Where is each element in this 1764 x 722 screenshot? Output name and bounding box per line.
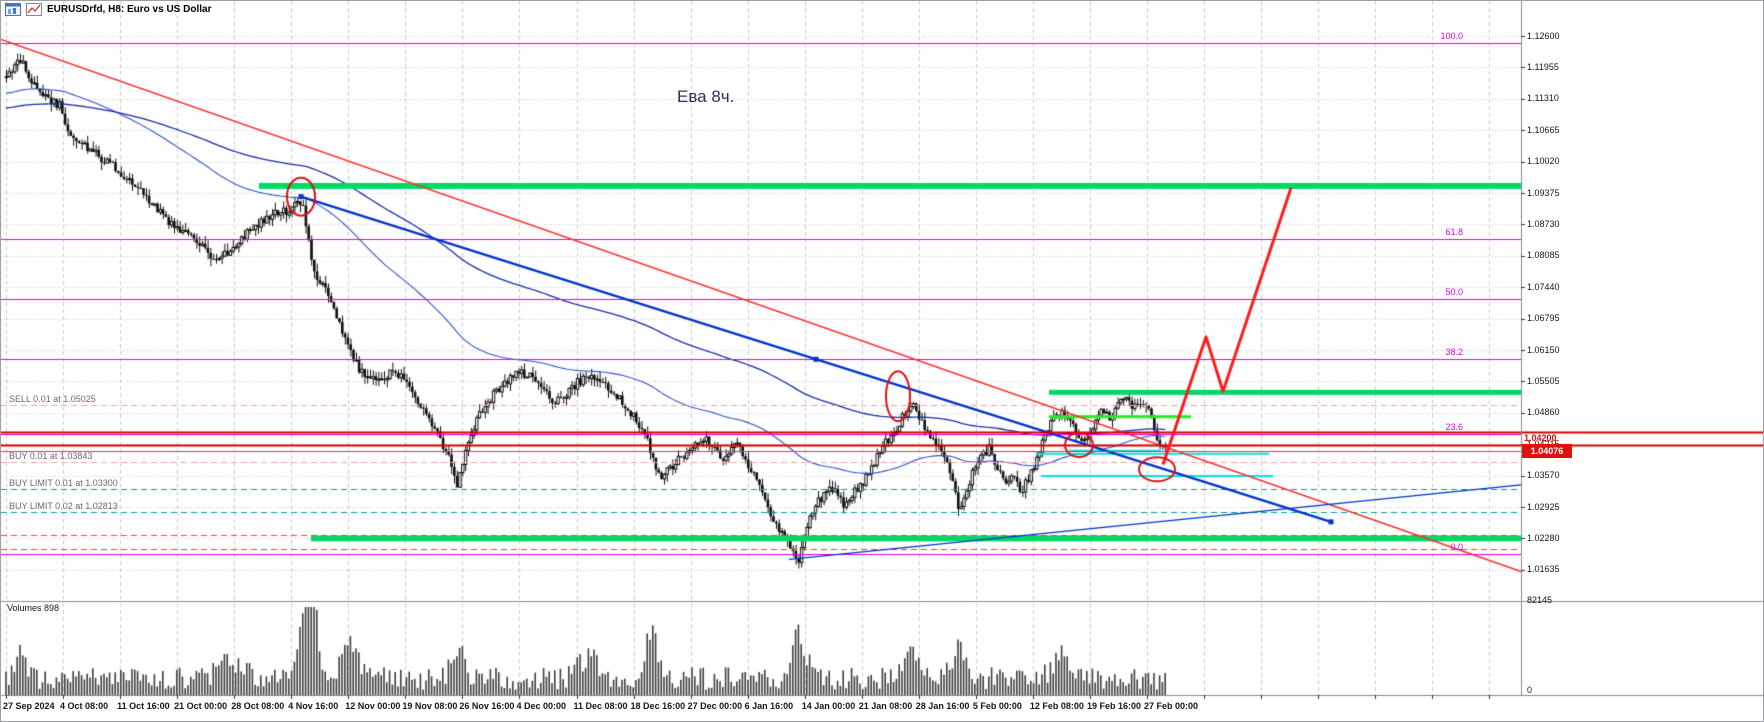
price-tick: 1.11310 bbox=[1527, 93, 1559, 104]
time-label: 11 Dec 08:00 bbox=[573, 701, 628, 711]
price-tick: 1.05505 bbox=[1527, 375, 1560, 386]
volume-scale-max: 82145 bbox=[1527, 595, 1553, 605]
time-label: 27 Dec 00:00 bbox=[687, 701, 743, 711]
price-tick: 1.10020 bbox=[1527, 156, 1560, 167]
price-tick: 1.04860 bbox=[1527, 407, 1560, 418]
price-tick: 1.03570 bbox=[1527, 470, 1560, 481]
price-tick: 1.11955 bbox=[1527, 61, 1559, 72]
price-tick: 1.02280 bbox=[1527, 532, 1560, 543]
time-label: 12 Nov 00:00 bbox=[345, 701, 401, 711]
price-tick: 1.07440 bbox=[1527, 281, 1560, 292]
time-label: 14 Jan 00:00 bbox=[801, 701, 856, 711]
time-label: 19 Nov 08:00 bbox=[402, 701, 458, 711]
price-tick: 1.08085 bbox=[1527, 250, 1560, 261]
chart-title: EURUSDrfd, H8: Euro vs US Dollar bbox=[47, 4, 212, 15]
time-label: 27 Feb 00:00 bbox=[1144, 701, 1199, 711]
time-label: 4 Dec 00:00 bbox=[516, 701, 566, 711]
time-label: 21 Jan 08:00 bbox=[858, 701, 913, 711]
price-tick: 1.12600 bbox=[1527, 30, 1560, 41]
time-label: 28 Oct 08:00 bbox=[231, 701, 285, 711]
order-line-label[interactable]: BUY LIMIT 0.02 at 1.02813 bbox=[9, 501, 118, 512]
fib-level-label: 61.8 bbox=[1445, 226, 1463, 237]
fib-level-label: 0.0 bbox=[1450, 542, 1463, 553]
chart-icon[interactable] bbox=[26, 3, 43, 16]
time-label: 4 Nov 16:00 bbox=[288, 701, 339, 711]
time-label: 6 Jan 16:00 bbox=[744, 701, 794, 711]
volumes-indicator-label: Volumes 898 bbox=[7, 603, 60, 613]
time-label: 26 Nov 16:00 bbox=[459, 701, 515, 711]
chart-annotation: Ева 8ч. bbox=[677, 87, 735, 106]
volume-scale-min: 0 bbox=[1527, 685, 1533, 695]
time-label: 18 Dec 16:00 bbox=[630, 701, 686, 711]
price-tick: 1.06150 bbox=[1527, 344, 1560, 355]
chart-title-bar: EURUSDrfd, H8: Euro vs US Dollar bbox=[5, 3, 211, 16]
order-line-label[interactable]: BUY 0.01 at 1.03843 bbox=[9, 451, 93, 462]
order-line-label[interactable]: SELL 0.01 at 1.05025 bbox=[9, 393, 96, 404]
time-label: 19 Feb 16:00 bbox=[1086, 701, 1141, 711]
fib-level-label: 100.0 bbox=[1440, 31, 1463, 42]
order-line-label[interactable]: BUY LIMIT 0.01 at 1.03300 bbox=[9, 477, 118, 488]
fib-level-label: 23.6 bbox=[1445, 421, 1463, 432]
red-level-price-label: 1.04200 bbox=[1524, 432, 1557, 443]
fib-level-label: 50.0 bbox=[1445, 286, 1463, 297]
time-label: 11 Oct 16:00 bbox=[117, 701, 170, 711]
price-tick: 1.01635 bbox=[1527, 564, 1560, 575]
price-tick: 1.09375 bbox=[1527, 187, 1560, 198]
time-label: 27 Sep 2024 bbox=[3, 701, 55, 711]
price-tick: 1.06795 bbox=[1527, 313, 1560, 324]
price-tick: 1.04215 bbox=[1527, 439, 1560, 449]
window-icon[interactable] bbox=[5, 3, 22, 16]
time-label: 21 Oct 00:00 bbox=[174, 701, 228, 711]
time-label: 28 Jan 16:00 bbox=[915, 701, 970, 711]
price-tick: 1.02925 bbox=[1527, 501, 1560, 512]
current-price-badge: 1.04076 bbox=[1522, 443, 1572, 458]
time-label: 12 Feb 08:00 bbox=[1029, 701, 1084, 711]
time-label: 5 Feb 00:00 bbox=[972, 701, 1022, 711]
price-tick: 1.10665 bbox=[1527, 124, 1560, 135]
fib-level-label: 38.2 bbox=[1445, 347, 1463, 358]
price-tick: 1.08730 bbox=[1527, 218, 1560, 229]
time-label: 4 Oct 08:00 bbox=[60, 701, 109, 711]
